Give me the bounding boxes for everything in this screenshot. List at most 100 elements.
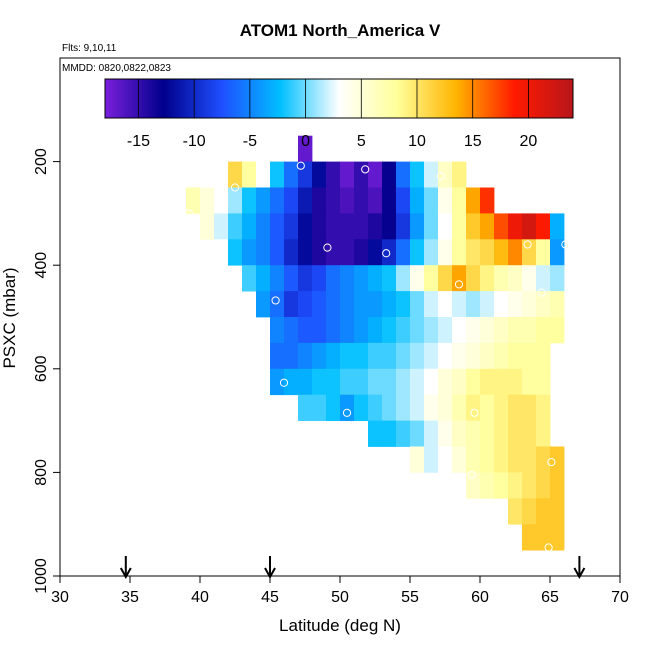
heatmap-cells <box>186 135 565 551</box>
heatmap-cell <box>340 368 355 396</box>
heatmap-cell <box>298 265 313 292</box>
heatmap-cell <box>410 446 425 473</box>
heatmap-cell <box>382 291 397 318</box>
heatmap-cell <box>438 317 453 344</box>
heatmap-cell <box>228 213 243 240</box>
colorbar-tick-label: 5 <box>357 133 366 150</box>
heatmap-cell <box>466 187 481 214</box>
x-tick-label: 40 <box>191 589 209 606</box>
y-tick-label: 400 <box>33 252 50 279</box>
heatmap-cell <box>382 368 397 396</box>
heatmap-cell <box>494 420 509 447</box>
flight-arrow-head <box>573 567 586 580</box>
heatmap-cell <box>438 446 453 473</box>
heatmap-cell <box>424 213 439 240</box>
heatmap-cell <box>382 239 397 266</box>
heatmap-cell <box>494 291 509 318</box>
heatmap-cell <box>396 187 411 214</box>
heatmap-cell <box>368 161 383 188</box>
heatmap-cell <box>382 394 397 421</box>
heatmap-cell <box>424 394 439 421</box>
heatmap-cell <box>522 291 537 318</box>
heatmap-cell <box>466 317 481 344</box>
heatmap-cell <box>326 317 341 344</box>
flight-arrow <box>119 556 132 580</box>
heatmap-cell <box>284 161 299 188</box>
heatmap-cell <box>452 368 467 396</box>
observation-points <box>184 161 570 552</box>
heatmap-cell <box>340 265 355 292</box>
heatmap-cell <box>270 265 285 292</box>
heatmap-cell <box>396 368 411 396</box>
heatmap-cell <box>382 187 397 214</box>
heatmap-cell <box>270 161 285 188</box>
observation-point <box>547 457 556 467</box>
heatmap-cell <box>284 265 299 292</box>
heatmap-cell <box>396 342 411 370</box>
heatmap-cell <box>480 291 495 318</box>
heatmap-cell <box>480 187 495 214</box>
heatmap-cell <box>368 394 383 421</box>
heatmap-cell <box>480 420 495 447</box>
heatmap-cell <box>326 161 341 188</box>
heatmap-cell <box>536 420 551 447</box>
heatmap-cell <box>438 394 453 421</box>
heatmap-cell <box>480 394 495 421</box>
heatmap-cell <box>312 187 327 214</box>
flight-arrow <box>264 556 276 580</box>
heatmap-cell <box>536 213 551 240</box>
heatmap-cell <box>312 317 327 344</box>
heatmap-cell <box>508 446 523 473</box>
x-tick-label: 55 <box>401 589 419 606</box>
heatmap-cell <box>536 291 551 318</box>
heatmap-cell <box>340 317 355 344</box>
x-tick-label: 35 <box>121 589 139 606</box>
heatmap-cell <box>550 524 565 551</box>
heatmap-cell <box>242 161 257 188</box>
heatmap-cell <box>452 239 467 266</box>
heatmap-cell <box>326 342 341 370</box>
heatmap-cell <box>550 317 565 344</box>
heatmap-cell <box>536 317 551 344</box>
heatmap-cell <box>466 265 481 292</box>
heatmap-cell <box>424 161 439 188</box>
heatmap-cell <box>466 472 481 499</box>
flights-label: Flts: 9,10,11 <box>62 43 117 54</box>
heatmap-cell <box>298 291 313 318</box>
heatmap-cell <box>298 239 313 266</box>
observation-point <box>382 249 391 258</box>
heatmap-cell <box>438 187 453 214</box>
heatmap-cell <box>508 342 523 370</box>
colorbar-tick-label: 15 <box>464 133 482 150</box>
heatmap-cell <box>214 239 229 266</box>
heatmap-cell <box>466 394 481 421</box>
heatmap-cell <box>410 394 425 421</box>
y-axis: 200 400 600 800 1000 <box>33 148 60 594</box>
heatmap-cell <box>410 342 425 370</box>
heatmap-cell <box>270 368 285 396</box>
observation-point <box>296 161 305 170</box>
x-tick-label: 70 <box>611 589 629 606</box>
heatmap-cell <box>480 472 495 499</box>
heatmap-cell <box>382 265 397 292</box>
heatmap-cell <box>298 317 313 344</box>
heatmap-cell <box>298 161 313 188</box>
heatmap-cell <box>494 368 509 396</box>
heatmap-cell <box>382 420 397 447</box>
heatmap-cell <box>438 368 453 396</box>
observation-point <box>523 240 532 249</box>
heatmap-cell <box>354 213 369 240</box>
heatmap-cell <box>536 265 551 292</box>
x-tick-label: 50 <box>331 589 349 606</box>
observation-point <box>184 209 193 218</box>
heatmap-cell <box>424 187 439 214</box>
colorbar-fill <box>104 78 574 119</box>
flight-arrow-head <box>119 567 132 580</box>
observation-point <box>230 183 240 192</box>
heatmap-cell <box>522 446 537 473</box>
heatmap-cell <box>452 342 467 370</box>
heatmap-cell <box>256 239 271 266</box>
heatmap-cell <box>270 317 285 344</box>
heatmap-cell <box>354 394 369 421</box>
heatmap-cell <box>536 498 551 525</box>
